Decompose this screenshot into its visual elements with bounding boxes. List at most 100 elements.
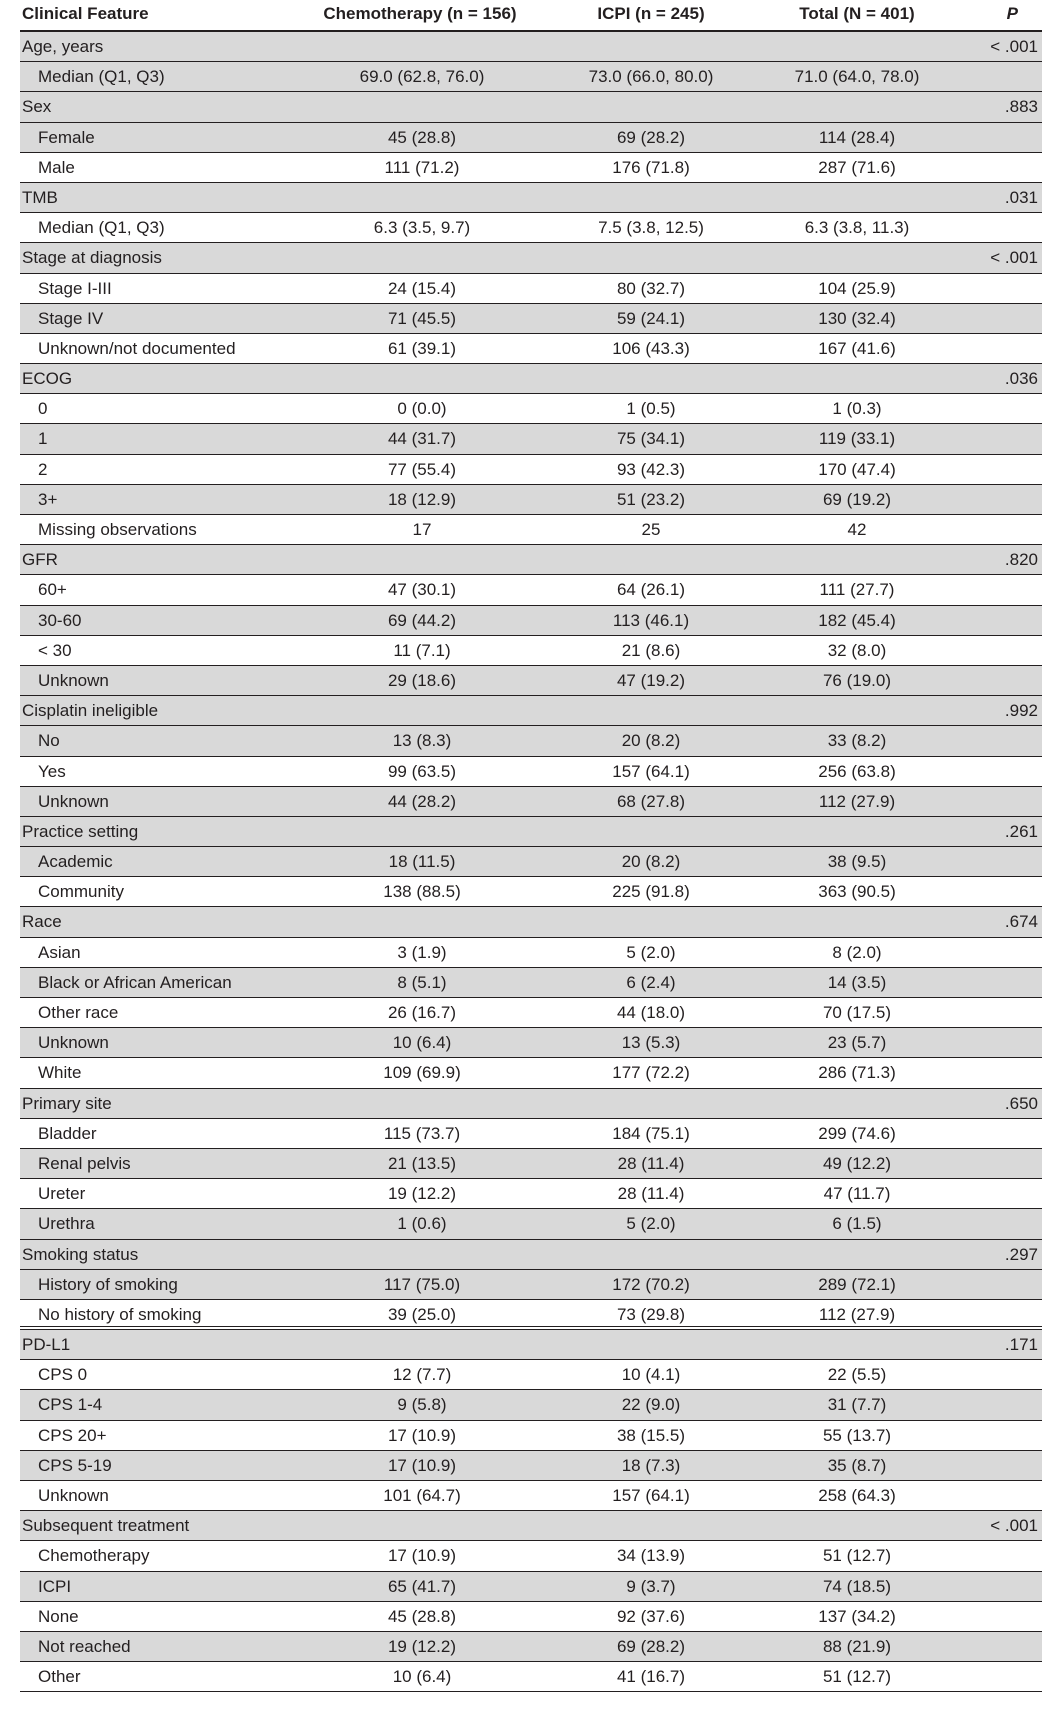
table-row: Ureter 19 (12.2) 28 (11.4) 47 (11.7) (20, 1179, 1042, 1210)
table-row: CPS 1-4 9 (5.8) 22 (9.0) 31 (7.7) (20, 1390, 1042, 1421)
table-row: None 45 (28.8) 92 (37.6) 137 (34.2) (20, 1601, 1042, 1632)
cell-total: 112 (27.9) (818, 791, 896, 811)
cell-total: 51 (12.7) (822, 1667, 892, 1687)
table-row: Not reached 19 (12.2) 69 (28.2) 88 (21.9) (20, 1631, 1042, 1663)
group-label: TMB (22, 187, 58, 207)
clinical-features-table: Clinical Feature Chemotherapy (n = 156) … (20, 0, 1042, 1693)
cell-icpi: 20 (8.2) (621, 731, 681, 751)
header-icpi: ICPI (n = 245) (597, 4, 705, 23)
cell-total: 137 (34.2) (818, 1606, 896, 1626)
row-label: Not reached (38, 1636, 131, 1656)
cell-total: 49 (12.2) (822, 1153, 892, 1173)
row-label: Yes (38, 761, 66, 781)
cell-icpi: 18 (7.3) (621, 1455, 681, 1475)
cell-total: 23 (5.7) (827, 1033, 887, 1053)
table-row: Unknown/not documented 61 (39.1) 106 (43.3… (20, 333, 1042, 365)
row-label: Female (38, 127, 95, 147)
group-label: Sex (22, 97, 52, 117)
row-label: Urethra (38, 1214, 95, 1234)
p-value: .261 (1004, 821, 1038, 841)
cell-chemotherapy: 71 (45.5) (387, 308, 457, 328)
row-label: Unknown (38, 1486, 109, 1505)
row-label: Unknown (38, 791, 109, 811)
cell-total: 8 (2.0) (832, 942, 882, 962)
table-row: ICPI 65 (41.7) 9 (3.7) 74 (18.5) (20, 1571, 1042, 1602)
cell-icpi: 106 (43.3) (612, 338, 690, 358)
cell-chemotherapy: 99 (63.5) (387, 761, 457, 781)
cell-icpi: 41 (16.7) (616, 1667, 686, 1687)
table-row: Female 45 (28.8) 69 (28.2) 114 (28.4) (20, 122, 1042, 153)
cell-chemotherapy: 18 (11.5) (388, 852, 456, 872)
cell-chemotherapy: 17 (412, 520, 432, 539)
cell-total: 6.3 (3.8, 11.3) (804, 218, 910, 238)
table-row: Renal pelvis 21 (13.5) 28 (11.4) 49 (12.2) (20, 1148, 1042, 1180)
table-row: Unknown 44 (28.2) 68 (27.8) 112 (27.9) (20, 786, 1042, 817)
group-row: Race .674 (20, 907, 1042, 938)
cell-chemotherapy: 11 (7.1) (393, 640, 451, 660)
cell-chemotherapy: 10 (6.4) (392, 1667, 452, 1687)
p-value: .992 (1004, 701, 1038, 721)
table-row: History of smoking 117 (75.0) 172 (70.2) 28… (20, 1269, 1042, 1300)
cell-icpi: 64 (26.1) (616, 580, 686, 600)
row-label: Stage I-III (38, 278, 112, 298)
cell-total: 51 (12.7) (822, 1546, 892, 1566)
cell-icpi: 73 (29.8) (616, 1304, 686, 1324)
table-row: Yes 99 (63.5) 157 (64.1) 256 (63.8) (20, 756, 1042, 787)
table-row: Chemotherapy 17 (10.9) 34 (13.9) 51 (12.7) (20, 1541, 1042, 1572)
cell-total: 170 (47.4) (818, 459, 896, 479)
table-row: CPS 5-19 17 (10.9) 18 (7.3) 35 (8.7) (20, 1450, 1042, 1481)
cell-total: 287 (71.6) (818, 157, 896, 177)
cell-chemotherapy: 19 (12.2) (387, 1184, 457, 1204)
cell-total: 32 (8.0) (827, 640, 887, 660)
cell-chemotherapy: 18 (12.9) (387, 489, 457, 509)
table-row: Bladder 115 (73.7) 184 (75.1) 299 (74.6) (20, 1118, 1042, 1149)
cell-total: 31 (7.7) (827, 1395, 887, 1415)
row-label: Bladder (38, 1123, 97, 1143)
row-label: Unknown (38, 670, 109, 690)
group-row: ECOG .036 (20, 364, 1042, 395)
group-label: Primary site (22, 1093, 112, 1113)
cell-icpi: 69 (28.2) (616, 127, 686, 147)
cell-total: 258 (64.3) (818, 1486, 896, 1505)
table-row: Community 138 (88.5) 225 (91.8) 363 (90.5) (20, 877, 1042, 908)
table-row: < 30 11 (7.1) 21 (8.6) 32 (8.0) (20, 635, 1042, 666)
table-row: Unknown 101 (64.7) 157 (64.1) 258 (64.3) (20, 1481, 1042, 1512)
row-label: Missing observations (38, 520, 197, 539)
table-row: Unknown 29 (18.6) 47 (19.2) 76 (19.0) (20, 665, 1042, 697)
p-value: < .001 (990, 1516, 1038, 1536)
cell-total: 14 (3.5) (827, 972, 887, 992)
cell-icpi: 22 (9.0) (621, 1395, 681, 1415)
row-label: Ureter (38, 1184, 86, 1204)
cell-icpi: 10 (4.1) (621, 1365, 681, 1385)
cell-icpi: 93 (42.3) (616, 459, 686, 479)
cell-total: 289 (72.1) (818, 1274, 896, 1294)
table-row: 30-60 69 (44.2) 113 (46.1) 182 (45.4) (20, 605, 1042, 636)
table-row: 60+ 47 (30.1) 64 (26.1) 111 (27.7) (20, 575, 1042, 606)
table-row: Stage I-III 24 (15.4) 80 (32.7) 104 (25.9) (20, 273, 1042, 304)
cell-total: 256 (63.8) (818, 761, 896, 781)
row-label: < 30 (38, 640, 72, 660)
cell-chemotherapy: 17 (10.9) (387, 1455, 457, 1475)
row-label: Stage IV (38, 308, 104, 328)
row-label: Other race (38, 1003, 119, 1022)
table-row: Academic 18 (11.5) 20 (8.2) 38 (9.5) (20, 847, 1042, 878)
table-row: Other 10 (6.4) 41 (16.7) 51 (12.7) (20, 1662, 1042, 1693)
p-value: .674 (1004, 912, 1038, 932)
p-value: < .001 (990, 37, 1038, 56)
table-row: 0 0 (0.0) 1 (0.5) 1 (0.3) (20, 394, 1042, 425)
cell-icpi: 25 (641, 520, 661, 539)
cell-total: 42 (847, 520, 867, 539)
cell-total: 6 (1.5) (832, 1214, 882, 1234)
row-label: 30-60 (38, 610, 82, 630)
group-row: Practice setting .261 (20, 816, 1042, 848)
cell-icpi: 34 (13.9) (616, 1546, 686, 1566)
group-label: PD-L1 (22, 1335, 71, 1355)
group-label: Practice setting (22, 821, 139, 841)
row-label: No (38, 731, 60, 751)
cell-chemotherapy: 10 (6.4) (392, 1033, 452, 1053)
cell-chemotherapy: 47 (30.1) (387, 580, 457, 600)
table-row: CPS 20+ 17 (10.9) 38 (15.5) 55 (13.7) (20, 1420, 1042, 1451)
row-label: CPS 0 (38, 1365, 88, 1385)
row-label: Median (Q1, Q3) (38, 67, 165, 87)
p-value: < .001 (990, 248, 1038, 268)
